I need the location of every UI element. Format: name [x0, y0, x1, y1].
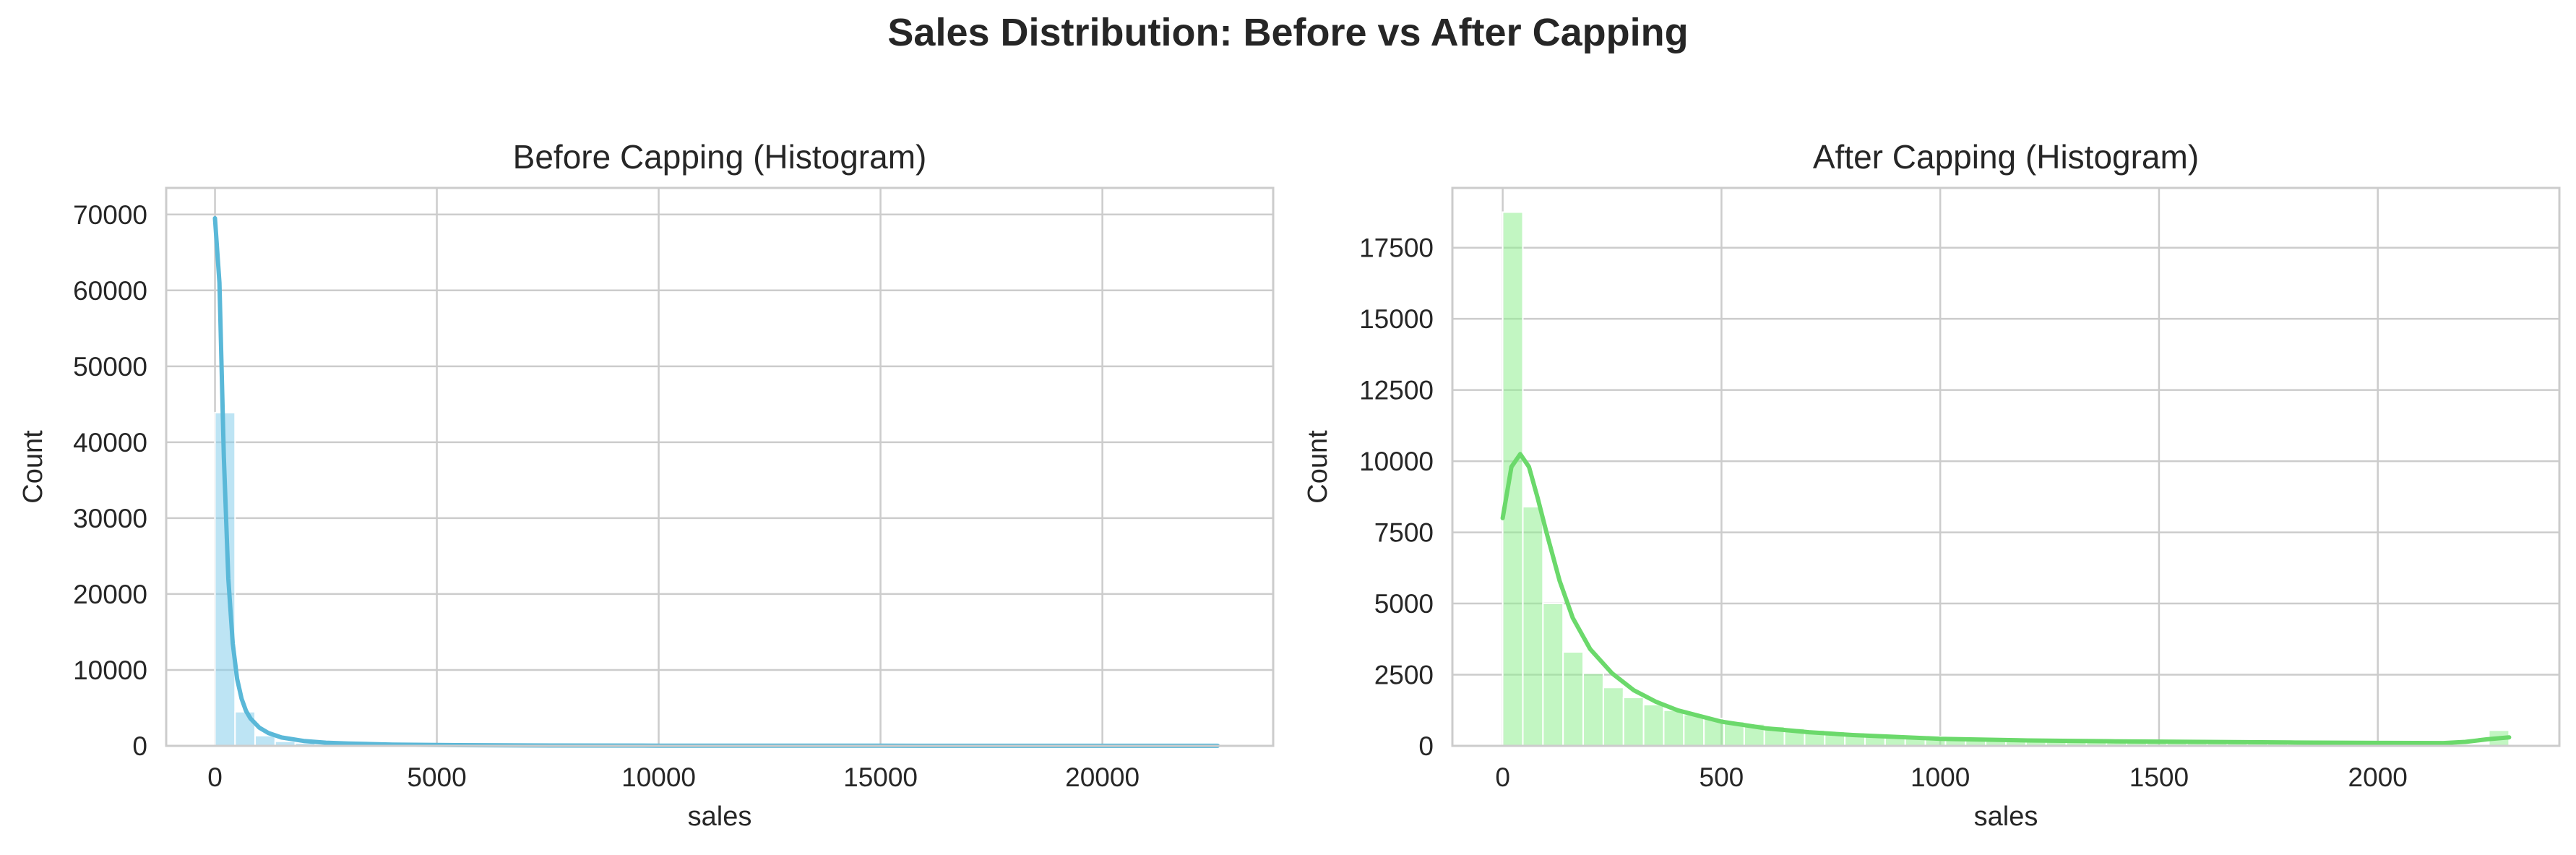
x-tick-label: 1500 [2129, 762, 2189, 792]
histogram-bar [234, 710, 257, 747]
panel-before-capping: Before Capping (Histogram) sales Count 0… [18, 138, 1275, 832]
x-tick-label: 15000 [843, 762, 918, 792]
axes-frame [1451, 186, 2561, 747]
kde-line [212, 216, 1220, 748]
y-tick-label: 0 [1418, 731, 1434, 761]
axes-frame [165, 186, 1275, 747]
y-tick-label: 15000 [1359, 304, 1434, 334]
histogram-bar [1522, 506, 1544, 747]
panel-after-capping: After Capping (Histogram) sales Count 0 5… [1303, 138, 2561, 832]
histogram-bar [254, 734, 276, 747]
histogram-bar [1502, 211, 1524, 747]
x-tick-label: 1000 [1911, 762, 1970, 792]
x-axis-label: sales [1974, 802, 2038, 832]
y-tick-label: 20000 [73, 580, 147, 609]
x-tick-label: 20000 [1065, 762, 1140, 792]
y-tick-label: 12500 [1359, 376, 1434, 405]
y-tick-label: 0 [132, 731, 147, 761]
x-tick-label: 5000 [407, 762, 466, 792]
y-tick-label: 17500 [1359, 233, 1434, 263]
y-axis-label: Count [1303, 430, 1333, 504]
histogram-bar [1602, 687, 1624, 747]
y-tick-label: 10000 [73, 656, 147, 685]
figure-suptitle: Sales Distribution: Before vs After Capp… [887, 11, 1689, 54]
y-tick-label: 60000 [73, 276, 147, 306]
y-tick-label: 10000 [1359, 447, 1434, 476]
y-tick-label: 7500 [1374, 518, 1434, 548]
y-axis-label: Count [18, 430, 48, 504]
histogram-bar [1663, 709, 1685, 747]
y-tick-label: 40000 [73, 428, 147, 457]
x-axis-label: sales [688, 802, 752, 832]
x-tick-label: 2000 [2348, 762, 2408, 792]
histogram-bar [1622, 697, 1645, 747]
x-tick-label: 500 [1700, 762, 1744, 792]
x-tick-label: 10000 [621, 762, 696, 792]
histogram-bar [1542, 603, 1564, 747]
x-tick-label: 0 [207, 762, 223, 792]
histogram-bar [1582, 672, 1604, 747]
histogram-bar [1683, 713, 1705, 747]
x-tick-label: 0 [1495, 762, 1510, 792]
histogram-bar [1562, 651, 1585, 747]
y-tick-label: 2500 [1374, 661, 1434, 690]
kde-line [1500, 452, 2512, 746]
histogram-bar [1642, 703, 1665, 747]
y-tick-label: 50000 [73, 352, 147, 382]
panel-title: Before Capping (Histogram) [513, 138, 927, 176]
panel-title: After Capping (Histogram) [1813, 138, 2199, 176]
y-tick-label: 5000 [1374, 589, 1434, 619]
y-tick-label: 70000 [73, 200, 147, 230]
y-tick-label: 30000 [73, 504, 147, 533]
